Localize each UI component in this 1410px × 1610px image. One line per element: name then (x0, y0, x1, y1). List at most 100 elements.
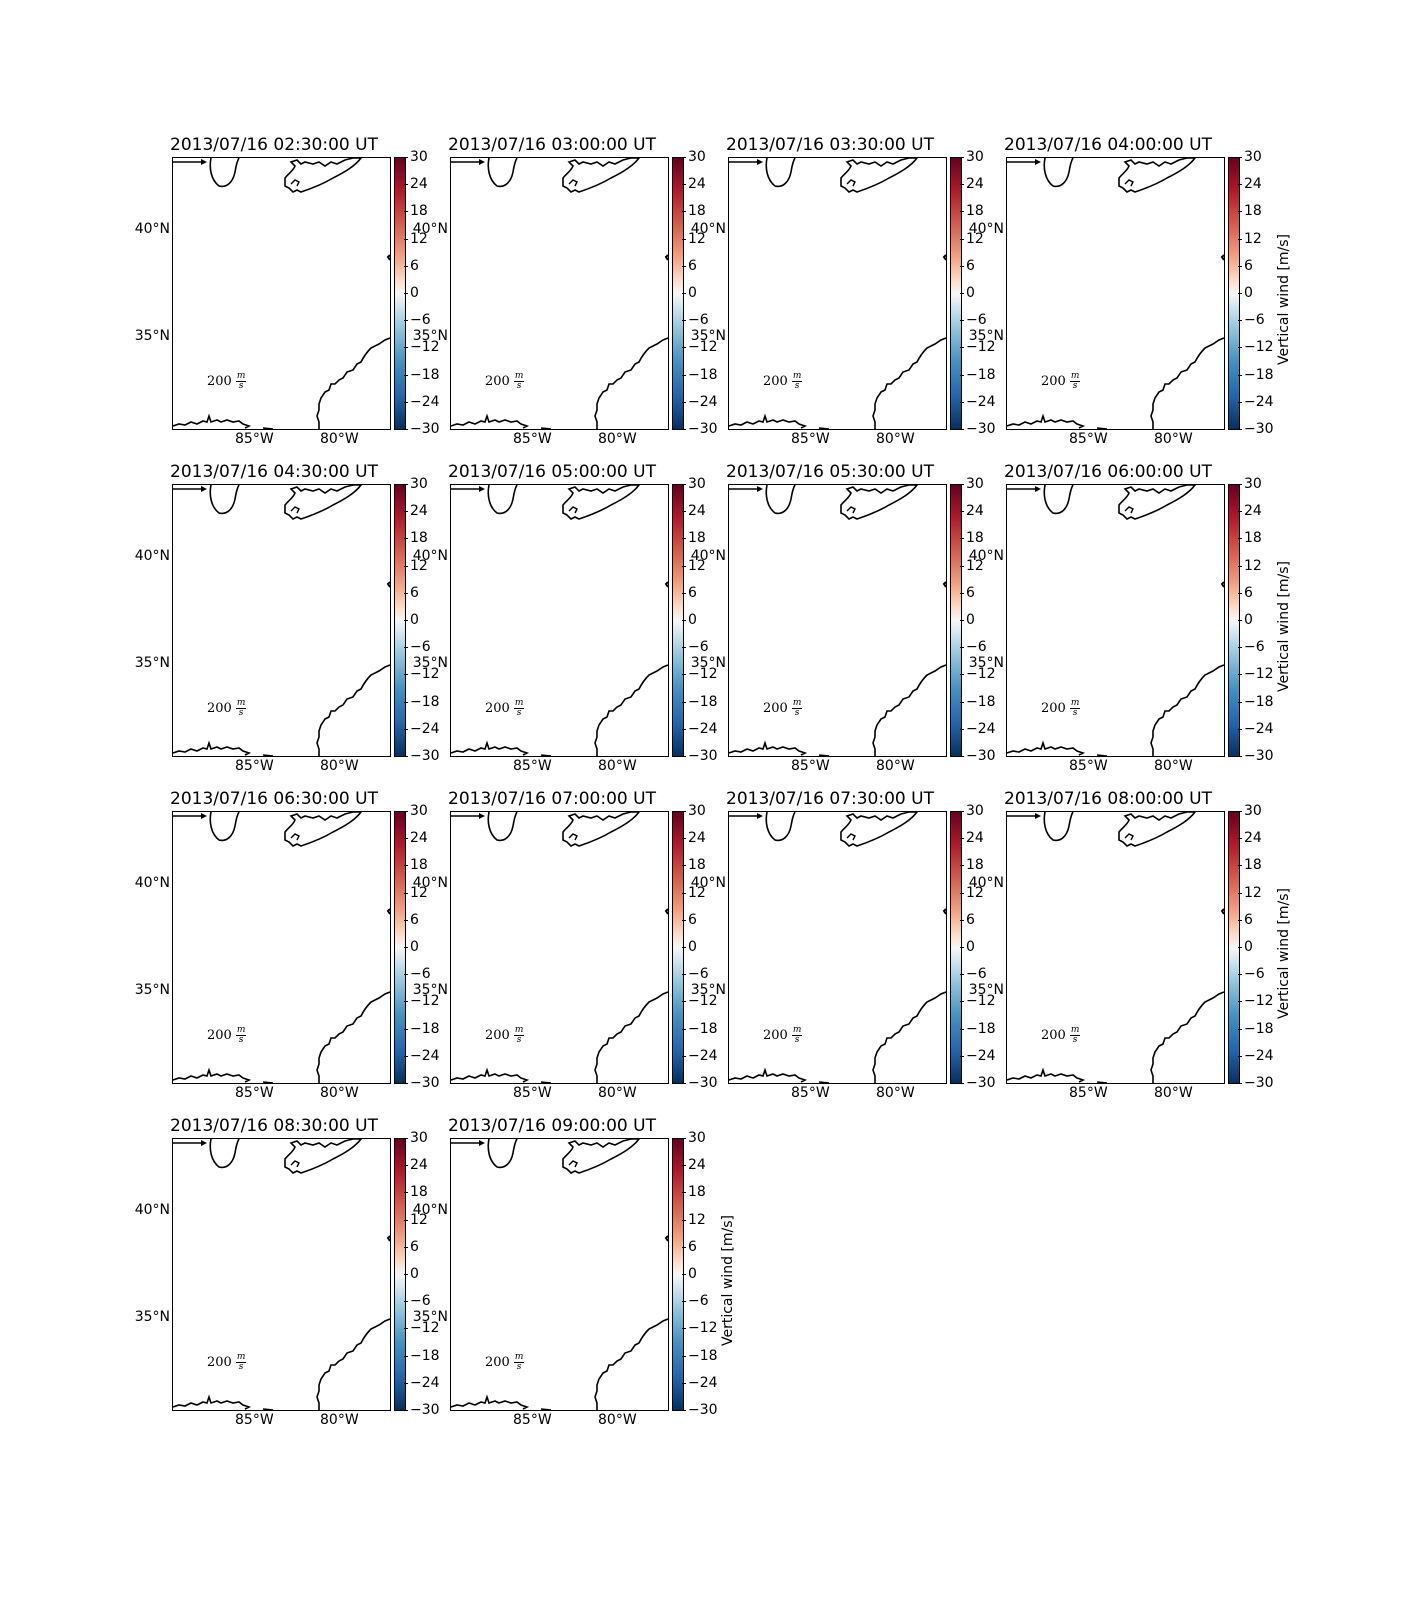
quiver-key-arrow (451, 486, 485, 492)
colorbar-tick-label: 6 (688, 912, 697, 928)
colorbar-tick-mark (682, 566, 686, 567)
longitude-label: 80°W (876, 758, 915, 774)
quiver-key-arrow (729, 486, 763, 492)
colorbar-tick-mark (1238, 320, 1242, 321)
panel-title: 2013/07/16 07:00:00 UT (448, 789, 656, 809)
longitude-label: 80°W (320, 1085, 359, 1101)
quiver-key-label: 200 m s (485, 371, 525, 391)
colorbar-tick-mark (682, 239, 686, 240)
colorbar-tick-label: 30 (966, 149, 984, 165)
colorbar-tick-label: 6 (966, 585, 975, 601)
colorbar-tick-mark (682, 266, 686, 267)
colorbar-tick-mark (1238, 947, 1242, 948)
colorbar-label: Vertical wind [m/s] (1276, 561, 1292, 692)
colorbar-tick-mark (682, 729, 686, 730)
colorbar-tick-label: 18 (966, 203, 984, 219)
quiver-key-unit-num: m (513, 1025, 525, 1036)
colorbar-tick-label: −12 (966, 339, 996, 355)
colorbar-tick-label: 24 (966, 830, 984, 846)
colorbar-tick-label: 0 (410, 612, 419, 628)
colorbar-tick-label: 24 (688, 503, 706, 519)
colorbar-label: Vertical wind [m/s] (1276, 888, 1292, 1019)
colorbar-tick-label: −30 (688, 1402, 718, 1418)
map-panel: 2013/07/16 09:00:00 UT 200 m s 40°N 35°N 85°W 8… (413, 1116, 736, 1428)
colorbar-tick-mark (960, 402, 964, 403)
colorbar-tick-mark (404, 1001, 408, 1002)
colorbar-tick-label: −30 (410, 1075, 440, 1091)
colorbar-tick-label: 18 (966, 530, 984, 546)
panel-title: 2013/07/16 08:30:00 UT (170, 1116, 378, 1136)
colorbar-tick-mark (404, 266, 408, 267)
colorbar-tick-label: −18 (966, 367, 996, 383)
colorbar-tick-label: 12 (688, 558, 706, 574)
quiver-key-unit-den: s (238, 1035, 244, 1045)
quiver-key-value: 200 (1041, 374, 1066, 389)
colorbar-tick-mark (404, 920, 408, 921)
colorbar-tick-mark (1238, 293, 1242, 294)
colorbar-tick-label: 24 (410, 176, 428, 192)
colorbar-tick-label: −6 (1244, 312, 1265, 328)
colorbar-tick-label: −6 (1244, 639, 1265, 655)
colorbar-tick-label: 6 (410, 912, 419, 928)
colorbar-tick-label: 12 (1244, 231, 1262, 247)
panel-title: 2013/07/16 04:00:00 UT (1004, 135, 1212, 155)
colorbar-tick-mark (1238, 893, 1242, 894)
colorbar-tick-mark (404, 1029, 408, 1030)
colorbar-tick-mark (1238, 647, 1242, 648)
colorbar-tick-mark (682, 157, 686, 158)
coastline-map (1007, 812, 1224, 1083)
colorbar-tick-label: 24 (410, 1157, 428, 1173)
colorbar-tick-label: −12 (966, 993, 996, 1009)
colorbar-tick-label: −12 (688, 339, 718, 355)
panel-title: 2013/07/16 06:30:00 UT (170, 789, 378, 809)
longitude-label: 85°W (1069, 431, 1108, 447)
colorbar-tick-mark (682, 402, 686, 403)
colorbar-tick-mark (682, 1410, 686, 1411)
colorbar-tick-mark (960, 566, 964, 567)
colorbar-tick-label: −6 (1244, 966, 1265, 982)
longitude-label: 80°W (320, 1412, 359, 1428)
colorbar-tick-label: −18 (688, 694, 718, 710)
map-area: 200 m s (728, 811, 947, 1084)
colorbar-tick-label: −12 (688, 1320, 718, 1336)
colorbar-tick-label: 6 (688, 585, 697, 601)
colorbar-tick-label: −12 (410, 339, 440, 355)
colorbar-tick-mark (404, 429, 408, 430)
colorbar-tick-label: −24 (1244, 721, 1274, 737)
colorbar-tick-label: 12 (410, 1212, 428, 1228)
quiver-key-unit-num: m (513, 371, 525, 382)
colorbar-tick-mark (404, 593, 408, 594)
colorbar-tick-mark (960, 266, 964, 267)
quiver-key-label: 200 m s (763, 371, 803, 391)
colorbar-tick-mark (404, 293, 408, 294)
colorbar-tick-label: 6 (1244, 258, 1253, 274)
colorbar-tick-mark (682, 593, 686, 594)
colorbar-tick-label: −30 (410, 421, 440, 437)
map-panel: 2013/07/16 08:30:00 UT 200 m s 40°N 35°N 85°W 8… (135, 1116, 450, 1428)
colorbar-tick-mark (404, 893, 408, 894)
colorbar-tick-label: −18 (688, 1348, 718, 1364)
quiver-key-arrow (1007, 813, 1041, 819)
colorbar-tick-mark (682, 674, 686, 675)
colorbar-tick-mark (682, 375, 686, 376)
colorbar-tick-label: −18 (410, 1348, 440, 1364)
colorbar-tick-label: −24 (688, 1375, 718, 1391)
panel-title: 2013/07/16 05:30:00 UT (726, 462, 934, 482)
colorbar-tick-label: −24 (1244, 1048, 1274, 1064)
colorbar-tick-label: 6 (688, 258, 697, 274)
map-panel: 2013/07/16 07:00:00 UT 200 m s 40°N 35°N 85°W 8… (413, 789, 728, 1101)
coastline-map (173, 1139, 390, 1410)
colorbar-tick-mark (404, 1165, 408, 1166)
colorbar-tick-mark (404, 484, 408, 485)
colorbar-tick-mark (404, 1328, 408, 1329)
coastline-map (451, 812, 668, 1083)
colorbar-tick-mark (404, 184, 408, 185)
colorbar-tick-mark (960, 811, 964, 812)
colorbar-tick-label: 0 (1244, 612, 1253, 628)
coastline-map (729, 158, 946, 429)
coastline-map (729, 485, 946, 756)
quiver-key-unit-num: m (791, 371, 803, 382)
colorbar-tick-mark (682, 947, 686, 948)
